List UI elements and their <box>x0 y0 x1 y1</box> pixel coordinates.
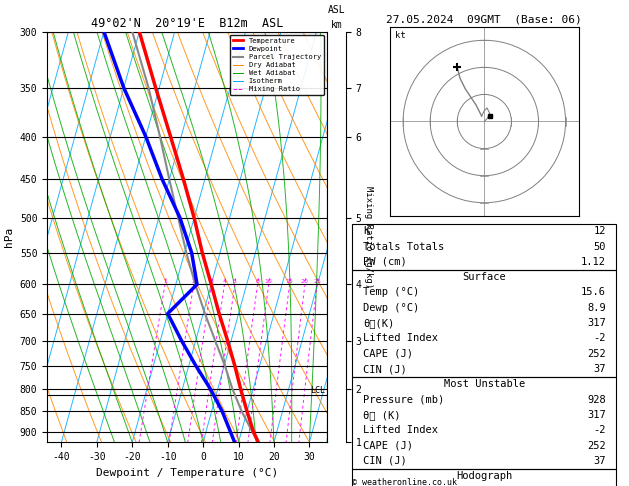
Bar <box>352 224 616 270</box>
Text: 1: 1 <box>163 279 167 284</box>
Text: Dewp (°C): Dewp (°C) <box>363 303 419 313</box>
Title: 49°02'N  20°19'E  B12m  ASL: 49°02'N 20°19'E B12m ASL <box>91 17 283 31</box>
Text: Temp (°C): Temp (°C) <box>363 288 419 297</box>
Text: -2: -2 <box>593 425 606 435</box>
Text: 317: 317 <box>587 410 606 420</box>
Text: ASL: ASL <box>328 5 345 15</box>
Bar <box>352 469 616 486</box>
Text: LCL: LCL <box>310 386 325 395</box>
Bar <box>352 377 616 469</box>
Text: θᴇ (K): θᴇ (K) <box>363 410 400 420</box>
Text: CIN (J): CIN (J) <box>363 364 406 374</box>
X-axis label: Dewpoint / Temperature (°C): Dewpoint / Temperature (°C) <box>96 468 278 478</box>
Text: -2: -2 <box>593 333 606 344</box>
Text: 252: 252 <box>587 441 606 451</box>
Text: kt: kt <box>395 31 406 39</box>
Text: 20: 20 <box>301 279 309 284</box>
Text: 15: 15 <box>286 279 294 284</box>
Text: 8.9: 8.9 <box>587 303 606 313</box>
Text: Most Unstable: Most Unstable <box>443 380 525 389</box>
Text: 12: 12 <box>593 226 606 236</box>
Text: Surface: Surface <box>462 272 506 282</box>
Text: Lifted Index: Lifted Index <box>363 425 438 435</box>
Text: 8: 8 <box>255 279 260 284</box>
Text: CIN (J): CIN (J) <box>363 456 406 466</box>
Text: 4: 4 <box>223 279 226 284</box>
Text: 5: 5 <box>233 279 237 284</box>
Text: Totals Totals: Totals Totals <box>363 242 444 252</box>
Y-axis label: Mixing Ratio (g/kg): Mixing Ratio (g/kg) <box>364 186 372 288</box>
Text: 15.6: 15.6 <box>581 288 606 297</box>
Text: 252: 252 <box>587 349 606 359</box>
Y-axis label: hPa: hPa <box>4 227 14 247</box>
Text: PW (cm): PW (cm) <box>363 257 406 267</box>
Text: CAPE (J): CAPE (J) <box>363 349 413 359</box>
Text: 10: 10 <box>265 279 272 284</box>
Text: 2: 2 <box>192 279 196 284</box>
Text: K: K <box>363 226 369 236</box>
Text: 3: 3 <box>209 279 213 284</box>
Text: Pressure (mb): Pressure (mb) <box>363 395 444 405</box>
Text: 50: 50 <box>593 242 606 252</box>
Text: Hodograph: Hodograph <box>456 471 513 481</box>
Text: 25: 25 <box>313 279 321 284</box>
Text: 37: 37 <box>593 456 606 466</box>
Text: Lifted Index: Lifted Index <box>363 333 438 344</box>
Title: 27.05.2024  09GMT  (Base: 06): 27.05.2024 09GMT (Base: 06) <box>386 15 582 25</box>
Text: 1.12: 1.12 <box>581 257 606 267</box>
Text: 37: 37 <box>593 364 606 374</box>
Legend: Temperature, Dewpoint, Parcel Trajectory, Dry Adiabat, Wet Adiabat, Isotherm, Mi: Temperature, Dewpoint, Parcel Trajectory… <box>230 35 323 95</box>
Text: km: km <box>331 19 342 30</box>
Text: 317: 317 <box>587 318 606 328</box>
Bar <box>352 270 616 377</box>
Text: CAPE (J): CAPE (J) <box>363 441 413 451</box>
Text: © weatheronline.co.uk: © weatheronline.co.uk <box>352 478 457 486</box>
Text: θᴇ(K): θᴇ(K) <box>363 318 394 328</box>
Text: 928: 928 <box>587 395 606 405</box>
